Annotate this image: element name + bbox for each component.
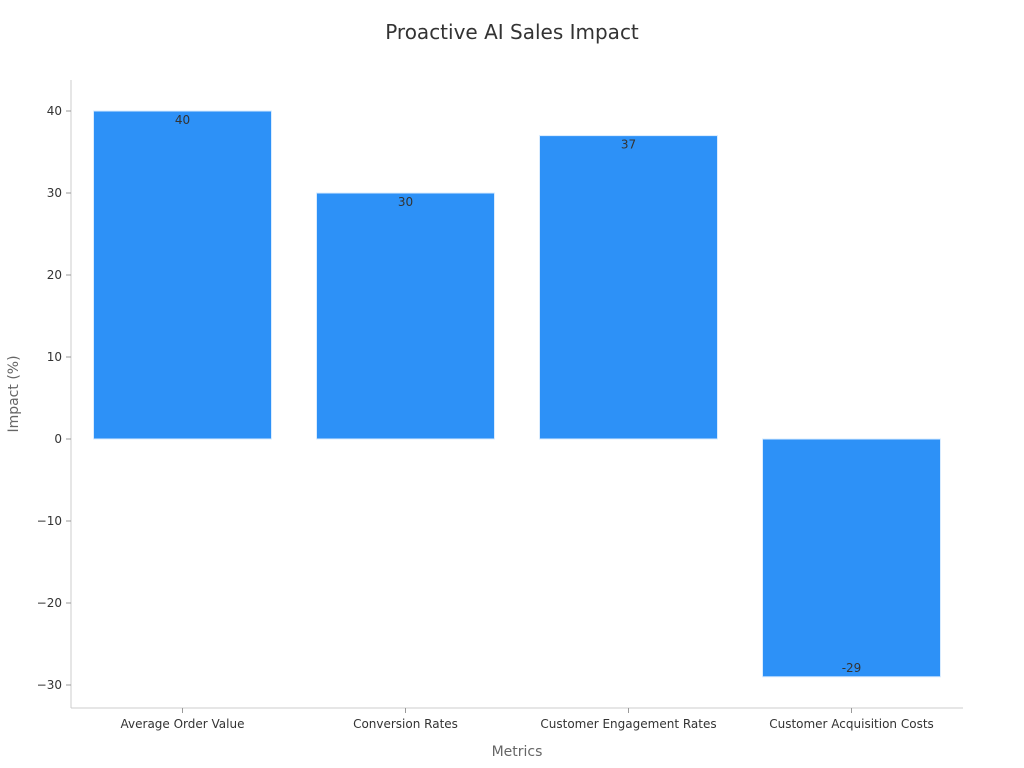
data-label: 30 — [398, 195, 413, 209]
y-axis-label: Impact (%) — [6, 355, 22, 432]
bar — [316, 192, 495, 440]
bar — [539, 135, 718, 440]
x-axis-label: Metrics — [492, 744, 543, 760]
x-axis-ticks: Average Order Value Conversion Rates Custo… — [121, 708, 934, 731]
y-tick-label: −20 — [37, 596, 62, 610]
y-tick-label: 0 — [54, 432, 62, 446]
y-tick-label: −10 — [37, 514, 62, 528]
x-tick-label: Customer Engagement Rates — [540, 717, 716, 731]
y-axis-ticks: 40 30 20 10 0 −10 −20 −30 — [37, 104, 71, 692]
x-tick-label: Average Order Value — [121, 717, 245, 731]
chart-title: Proactive AI Sales Impact — [385, 20, 639, 44]
bar — [93, 110, 272, 440]
y-tick-label: −30 — [37, 678, 62, 692]
data-label: 40 — [175, 113, 190, 127]
data-labels-group: 40 30 37 -29 — [175, 113, 861, 675]
y-tick-label: 10 — [47, 350, 62, 364]
x-tick-label: Conversion Rates — [353, 717, 458, 731]
y-tick-label: 40 — [47, 104, 62, 118]
y-tick-label: 20 — [47, 268, 62, 282]
data-label: 37 — [621, 138, 636, 152]
data-label: -29 — [842, 661, 862, 675]
bars-group — [93, 110, 941, 678]
y-tick-label: 30 — [47, 186, 62, 200]
bar — [762, 438, 941, 678]
x-tick-label: Customer Acquisition Costs — [769, 717, 934, 731]
